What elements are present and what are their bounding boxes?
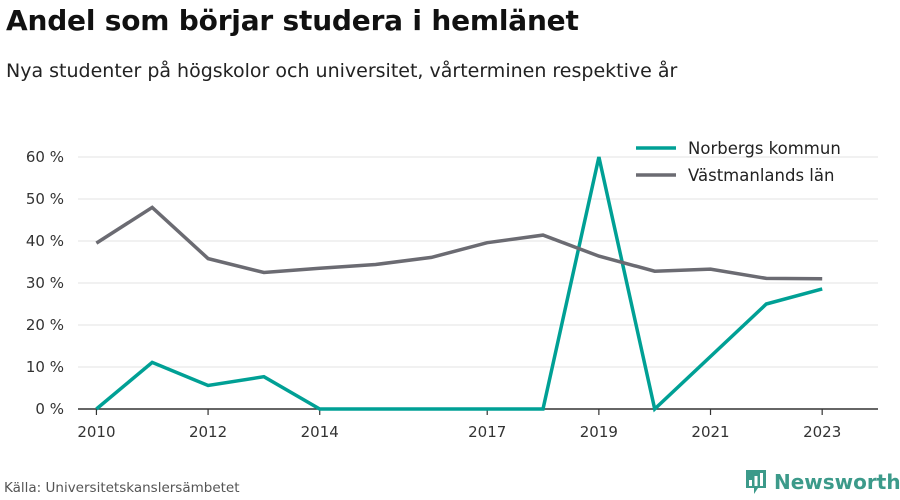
x-tick-label: 2021 xyxy=(691,423,729,441)
x-tick-label: 2014 xyxy=(301,423,339,441)
brand-logo: Newsworthy xyxy=(744,468,900,496)
y-tick-label: 10 % xyxy=(26,358,64,376)
chart-subtitle: Nya studenter på högskolor och universit… xyxy=(6,60,678,82)
brand-name: Newsworthy xyxy=(774,470,900,494)
x-tick-label: 2010 xyxy=(77,423,115,441)
x-tick-label: 2012 xyxy=(189,423,227,441)
y-tick-label: 30 % xyxy=(26,274,64,292)
y-tick-label: 20 % xyxy=(26,316,64,334)
y-tick-label: 60 % xyxy=(26,148,64,166)
legend-label: Västmanlands län xyxy=(688,166,834,185)
series-line-1 xyxy=(95,205,823,281)
chart-title: Andel som börjar studera i hemlänet xyxy=(6,4,579,37)
bar-chart-icon xyxy=(746,470,766,494)
y-tick-label: 40 % xyxy=(26,232,64,250)
y-tick-label: 50 % xyxy=(26,190,64,208)
x-tick-label: 2019 xyxy=(580,423,618,441)
x-tick-label: 2023 xyxy=(803,423,841,441)
legend-label: Norbergs kommun xyxy=(688,139,841,158)
series-line-0 xyxy=(95,156,823,413)
y-tick-label: 0 % xyxy=(35,400,64,418)
x-tick-label: 2017 xyxy=(468,423,506,441)
source-note: Källa: Universitetskanslersämbetet xyxy=(4,480,240,496)
